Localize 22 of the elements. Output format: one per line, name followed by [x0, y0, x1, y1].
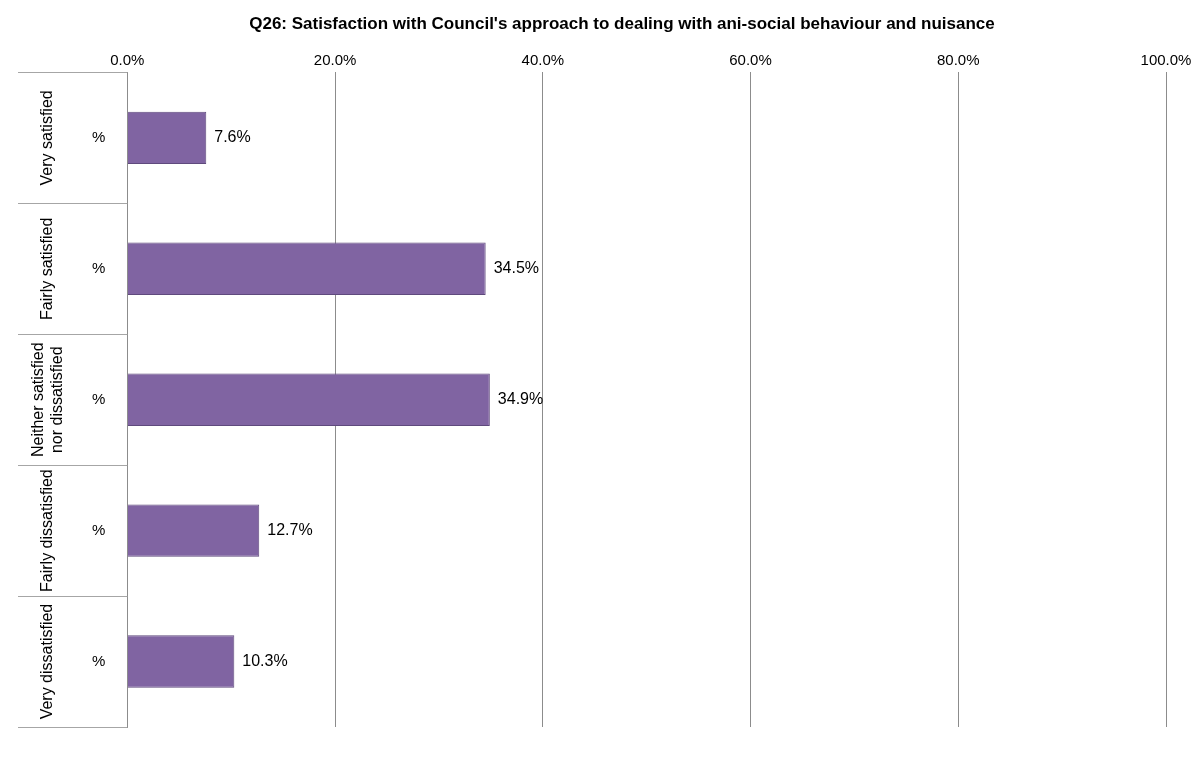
- data-label: 34.5%: [493, 259, 540, 277]
- data-label: 12.7%: [267, 521, 313, 539]
- x-tick-label: 100.0%: [1140, 50, 1192, 68]
- x-tick-label: 60.0%: [729, 50, 772, 68]
- x-tick-label: 40.0%: [521, 50, 565, 68]
- y-tick-label: %: [91, 258, 106, 276]
- data-label: 10.3%: [242, 651, 288, 669]
- x-tick-label: 0.0%: [110, 50, 145, 68]
- chart-title: Q26: Satisfaction with Council's approach to dealing with ani-social behaviour and nuisance: [249, 13, 995, 33]
- x-tick-label: 80.0%: [936, 50, 980, 68]
- y-tick-label: %: [91, 520, 106, 538]
- y2-tick-label: Very dissatisfied: [38, 603, 56, 720]
- y-tick-label: %: [91, 651, 106, 669]
- data-label: 34.9%: [497, 390, 544, 408]
- y2-tick-label: Fairly satisfied: [38, 217, 56, 320]
- y2-tick-label: Fairly dissatisfied: [38, 469, 56, 592]
- x-tick-label: 20.0%: [313, 50, 357, 68]
- y-tick-label: %: [91, 389, 106, 407]
- y2-tick-label: Neither satisfied nor dissatisfied: [28, 342, 65, 458]
- data-label: 7.6%: [214, 128, 251, 146]
- y-tick-label: %: [91, 128, 106, 145]
- y2-tick-label: Very satisfied: [38, 90, 56, 186]
